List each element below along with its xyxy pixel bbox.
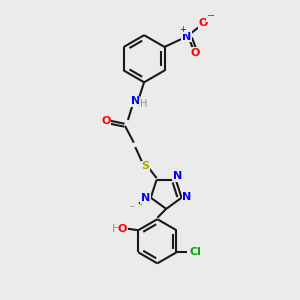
Text: −: − [207, 11, 215, 21]
Text: O: O [198, 18, 208, 28]
Text: N: N [182, 32, 191, 42]
Text: O: O [101, 116, 110, 126]
Text: Cl: Cl [190, 247, 202, 257]
Text: O: O [191, 48, 200, 58]
Text: H: H [140, 99, 147, 110]
Text: O: O [118, 224, 127, 234]
Text: N: N [131, 96, 140, 106]
Text: N: N [141, 193, 150, 203]
Text: N: N [182, 192, 191, 202]
Text: methyl: methyl [131, 206, 136, 207]
Text: +: + [179, 25, 186, 34]
Text: N: N [172, 171, 182, 181]
Text: H: H [112, 224, 121, 234]
Text: S: S [142, 161, 150, 171]
